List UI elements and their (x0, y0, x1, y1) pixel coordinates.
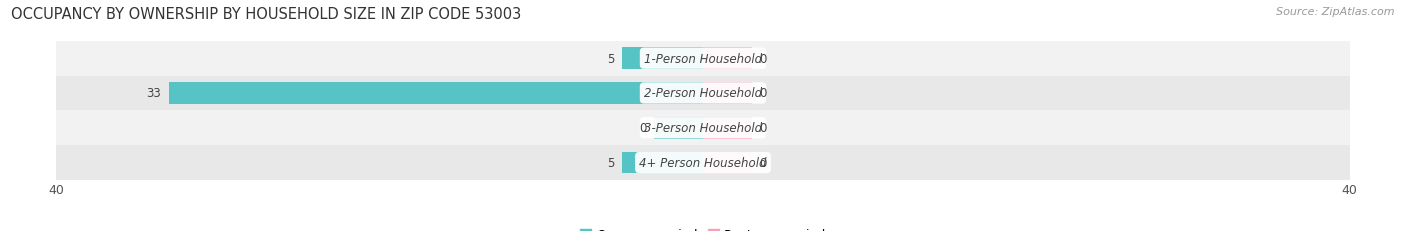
Text: 0: 0 (759, 52, 766, 65)
Text: 0: 0 (759, 122, 766, 135)
Bar (703, 152, 752, 174)
Text: 4+ Person Household: 4+ Person Household (640, 156, 766, 169)
Text: 0: 0 (759, 156, 766, 169)
Bar (703, 48, 752, 70)
Bar (654, 118, 703, 139)
Bar (170, 83, 703, 104)
Bar (621, 48, 703, 70)
Bar (703, 83, 752, 104)
Text: OCCUPANCY BY OWNERSHIP BY HOUSEHOLD SIZE IN ZIP CODE 53003: OCCUPANCY BY OWNERSHIP BY HOUSEHOLD SIZE… (11, 7, 522, 22)
Bar (703, 118, 752, 139)
Text: 1-Person Household: 1-Person Household (644, 52, 762, 65)
Text: 5: 5 (607, 52, 614, 65)
Text: Source: ZipAtlas.com: Source: ZipAtlas.com (1277, 7, 1395, 17)
Bar (56, 42, 1350, 76)
Bar (56, 111, 1350, 146)
Bar (56, 76, 1350, 111)
Text: 5: 5 (607, 156, 614, 169)
Bar (621, 152, 703, 174)
Text: 0: 0 (640, 122, 647, 135)
Text: 3-Person Household: 3-Person Household (644, 122, 762, 135)
Bar (56, 146, 1350, 180)
Text: 2-Person Household: 2-Person Household (644, 87, 762, 100)
Text: 0: 0 (759, 87, 766, 100)
Text: 33: 33 (146, 87, 162, 100)
Legend: Owner-occupied, Renter-occupied: Owner-occupied, Renter-occupied (575, 223, 831, 231)
